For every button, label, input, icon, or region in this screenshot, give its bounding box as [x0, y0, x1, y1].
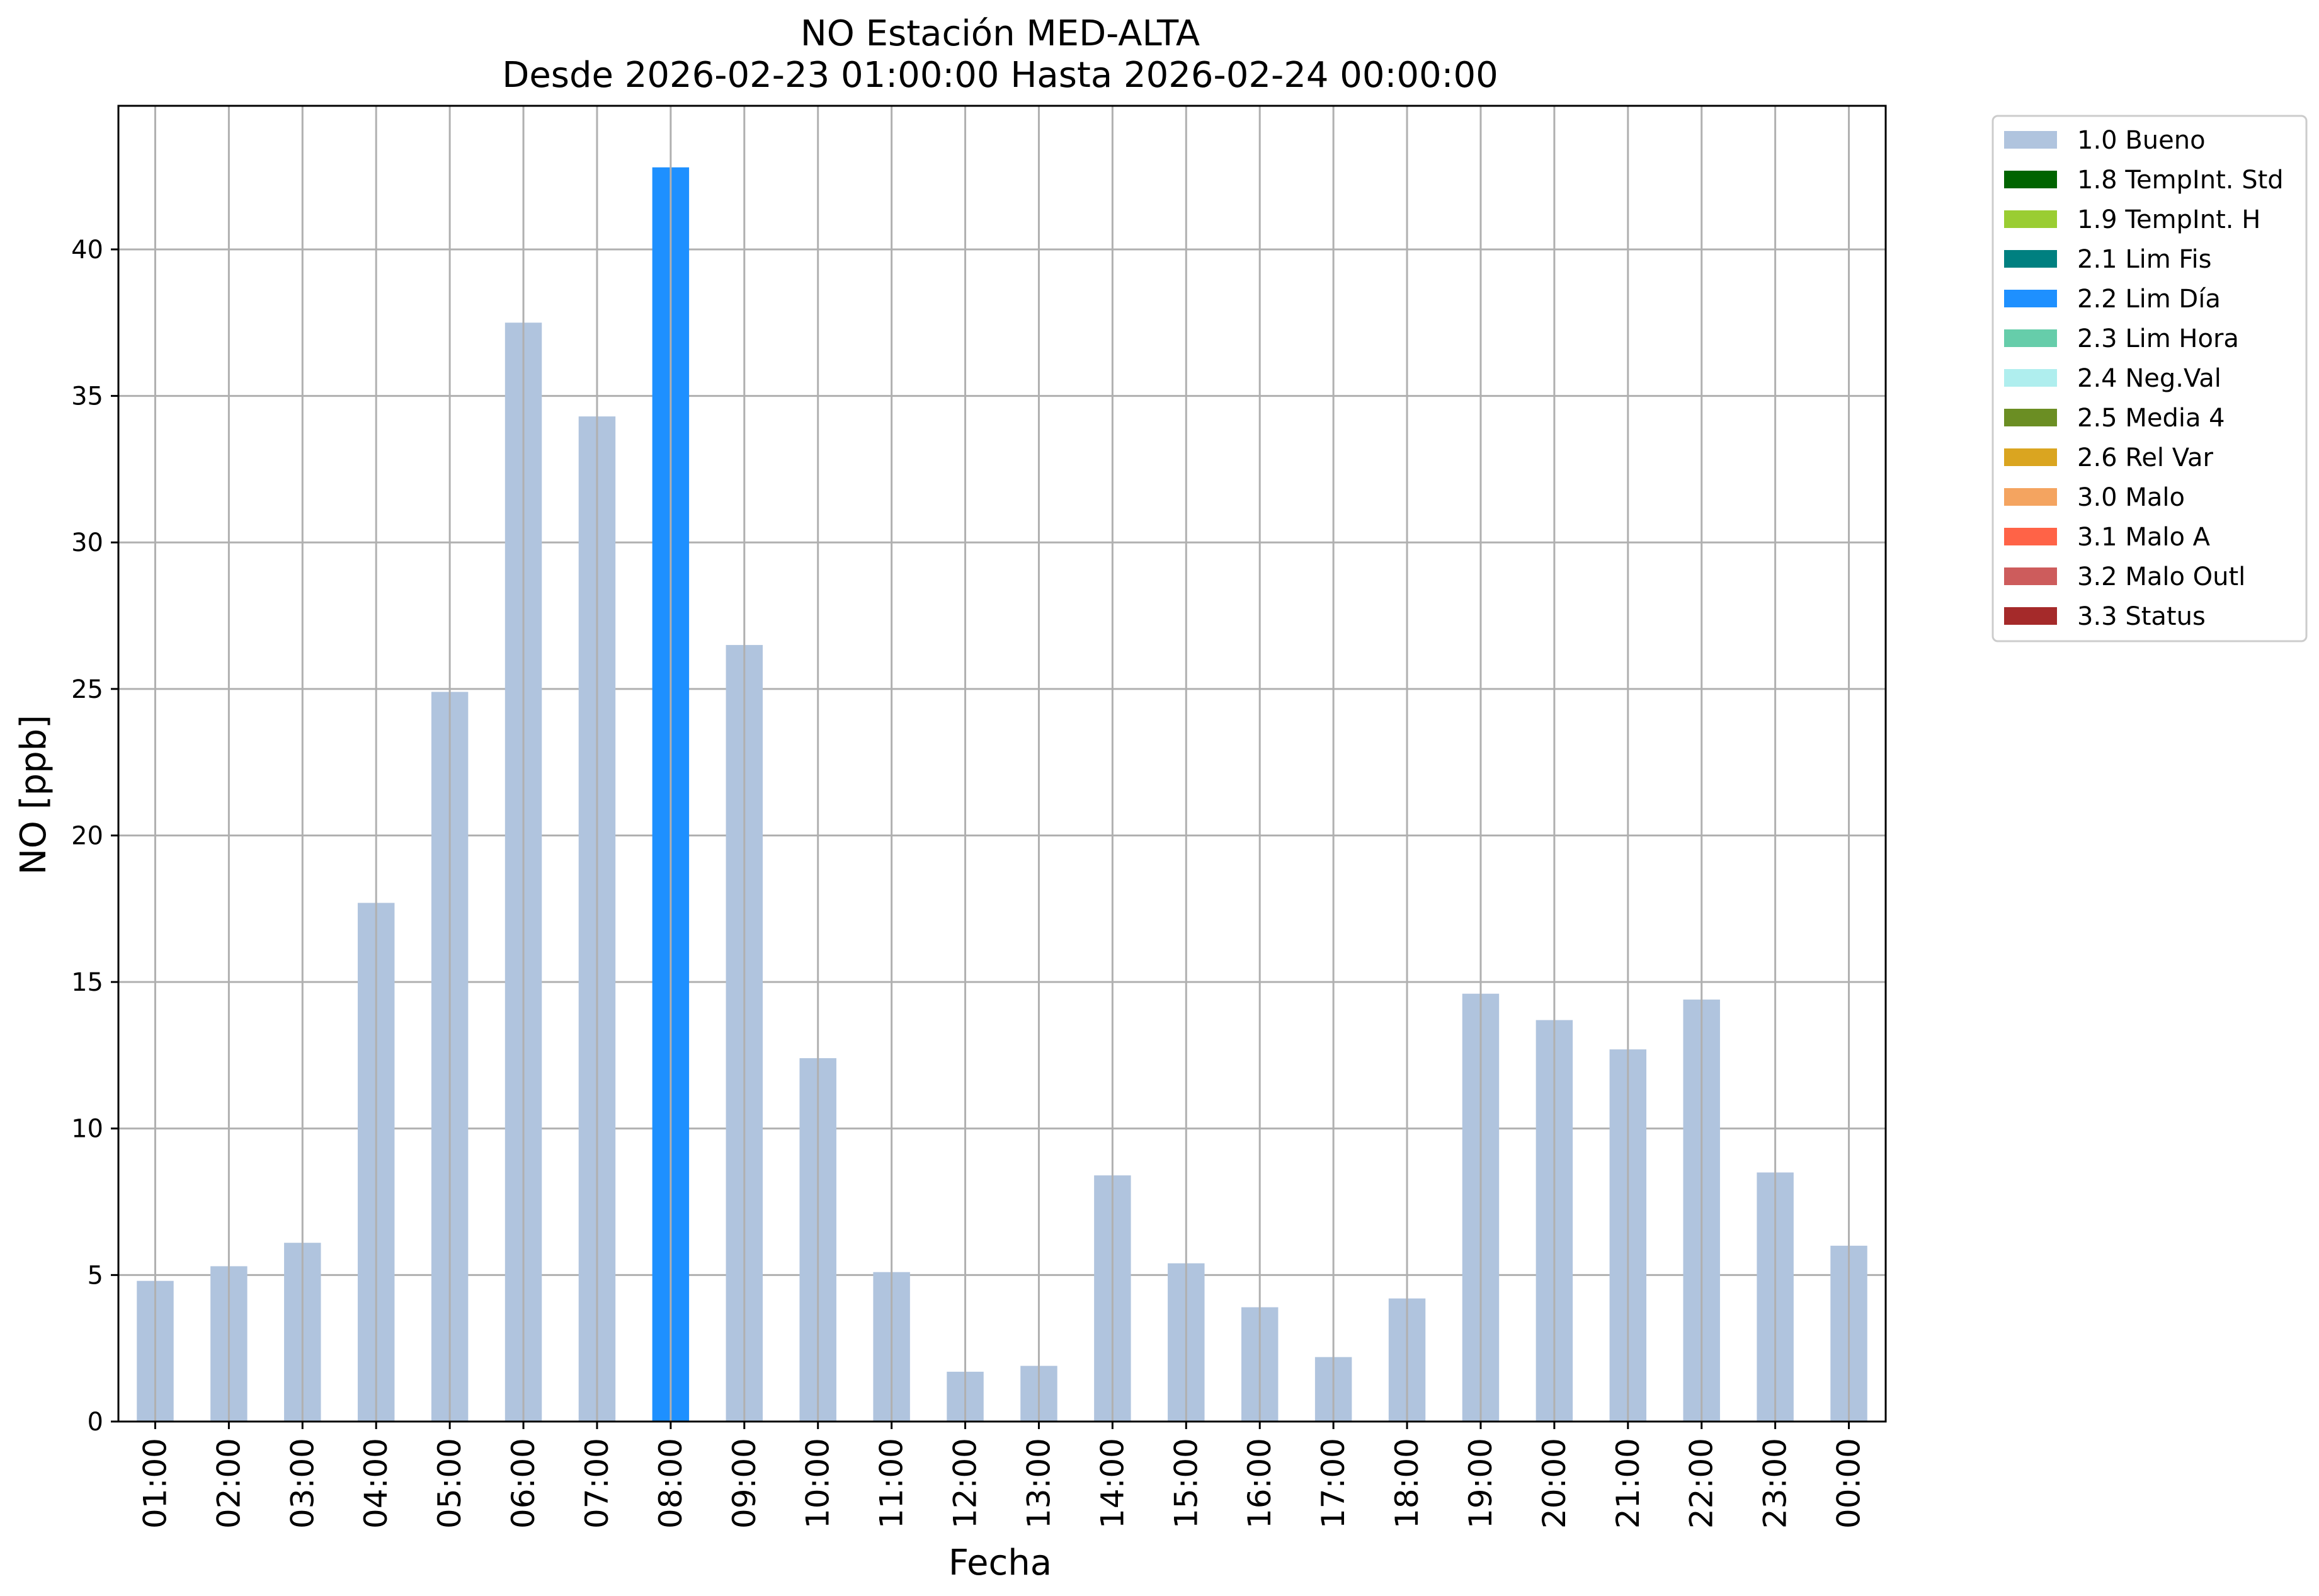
- legend-label-1-9: 1.9 TempInt. H: [2077, 205, 2260, 234]
- x-tick-label-1600: 16:00: [1241, 1438, 1278, 1529]
- x-tick-label-2000: 20:00: [1536, 1438, 1573, 1529]
- y-tick-label-2: 10: [71, 1115, 103, 1144]
- x-tick-label-1700: 17:00: [1315, 1438, 1352, 1529]
- x-ticks: 01:00 02:00 03:00 04:00 05:00 06:00 07:00 08:00…: [137, 1422, 1867, 1529]
- legend-label-3-2: 3.2 Malo Outl: [2077, 562, 2245, 591]
- x-tick-label-1300: 13:00: [1020, 1438, 1057, 1529]
- legend-label-3-1: 3.1 Malo A: [2077, 523, 2211, 552]
- x-tick-label-0300: 03:00: [284, 1438, 321, 1529]
- x-tick-label-0500: 05:00: [431, 1438, 468, 1529]
- chart-title: NO Estación MED-ALTA: [801, 13, 1200, 54]
- y-tick-label-1: 5: [88, 1261, 103, 1290]
- x-tick-label-2100: 21:00: [1610, 1438, 1646, 1529]
- legend-swatch-2-3: [2004, 329, 2057, 347]
- x-tick-label-1000: 10:00: [800, 1438, 836, 1529]
- legend-swatch-2-6: [2004, 448, 2057, 466]
- legend-label-2-3: 2.3 Lim Hora: [2077, 324, 2239, 353]
- x-tick-label-1400: 14:00: [1094, 1438, 1131, 1529]
- x-tick-label-1500: 15:00: [1168, 1438, 1204, 1529]
- legend-swatch-3-0: [2004, 488, 2057, 506]
- legend-label-1-0: 1.0 Bueno: [2077, 126, 2206, 155]
- x-tick-label-1200: 12:00: [947, 1438, 984, 1529]
- grid: [118, 248, 1886, 1423]
- x-tick-label-0600: 06:00: [505, 1438, 542, 1529]
- legend-swatch-3-1: [2004, 528, 2057, 545]
- plot-frame: [117, 105, 1887, 1423]
- legend-label-3-3: 3.3 Status: [2077, 602, 2206, 631]
- legend-swatch-3-2: [2004, 567, 2057, 585]
- legend-swatch-1-8: [2004, 171, 2057, 188]
- x-axis-label: Fecha: [949, 1542, 1052, 1583]
- x-tick-label-1900: 19:00: [1462, 1438, 1499, 1529]
- legend-label-2-5: 2.5 Media 4: [2077, 404, 2225, 433]
- y-tick-label-4: 20: [71, 821, 103, 850]
- legend-label-2-4: 2.4 Neg.Val: [2077, 364, 2221, 393]
- x-tick-label-0700: 07:00: [579, 1438, 615, 1529]
- legend-swatch-2-5: [2004, 409, 2057, 426]
- y-tick-label-6: 30: [71, 528, 103, 557]
- y-tick-label-3: 15: [71, 968, 103, 997]
- y-tick-label-8: 40: [71, 236, 103, 265]
- y-axis-label: NO [ppb]: [13, 715, 54, 875]
- legend-swatch-1-9: [2004, 210, 2057, 228]
- legend-label-1-8: 1.8 TempInt. Std: [2077, 166, 2284, 195]
- chart-subtitle: Desde 2026-02-23 01:00:00 Hasta 2026-02-…: [502, 55, 1498, 96]
- legend-swatch-1-0: [2004, 131, 2057, 149]
- x-tick-label-0900: 09:00: [726, 1438, 763, 1529]
- x-tick-label-0100: 01:00: [137, 1438, 173, 1529]
- legend-box: [1991, 115, 2308, 642]
- x-tick-label-0000: 00:00: [1831, 1438, 1867, 1529]
- y-tick-label-7: 35: [71, 382, 103, 411]
- x-tick-label-2200: 22:00: [1684, 1438, 1720, 1529]
- legend-swatch-3-3: [2004, 607, 2057, 625]
- y-tick-label-0: 0: [88, 1408, 103, 1437]
- legend-label-2-1: 2.1 Lim Fis: [2077, 245, 2211, 274]
- legend-swatch-2-4: [2004, 369, 2057, 387]
- x-tick-label-0800: 08:00: [652, 1438, 689, 1529]
- vertical-gridlines: [154, 106, 1850, 1422]
- legend-swatch-2-2: [2004, 290, 2057, 307]
- y-tick-label-5: 25: [71, 675, 103, 704]
- x-tick-label-1100: 11:00: [874, 1438, 910, 1529]
- legend-label-2-6: 2.6 Rel Var: [2077, 443, 2214, 472]
- x-tick-label-0400: 04:00: [358, 1438, 394, 1529]
- axes: [117, 105, 1887, 1423]
- legend-swatch-2-1: [2004, 250, 2057, 268]
- legend: 1.0 Bueno 1.8 TempInt. Std 1.9 TempInt. H 2…: [1991, 115, 2308, 642]
- legend-label-3-0: 3.0 Malo: [2077, 483, 2185, 512]
- legend-label-2-2: 2.2 Lim Día: [2077, 285, 2221, 314]
- x-tick-label-0200: 02:00: [210, 1438, 247, 1529]
- x-tick-label-1800: 18:00: [1389, 1438, 1425, 1529]
- y-ticks: 0 5 10 15 20 25 30 35 40: [71, 236, 118, 1437]
- x-tick-label-2300: 23:00: [1757, 1438, 1794, 1529]
